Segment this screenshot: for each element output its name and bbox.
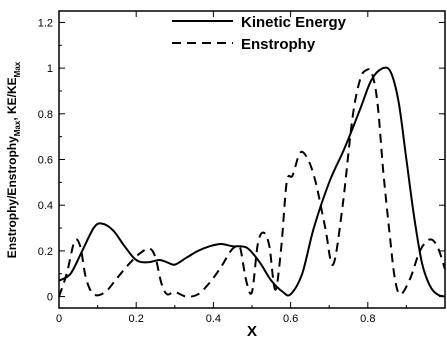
x-tick-label: 0.2 — [129, 313, 144, 325]
legend-label-kinetic-energy: Kinetic Energy — [241, 14, 347, 31]
x-axis-label: X — [247, 323, 257, 340]
y-axis-label-sub-2: Max — [13, 61, 22, 77]
y-tick-label: 1 — [47, 63, 53, 75]
series-line-kinetic-energy — [58, 66, 446, 298]
legend: Kinetic Energy Enstrophy — [172, 14, 347, 53]
y-tick-label: 0.8 — [38, 109, 53, 121]
series-layer — [58, 66, 446, 298]
y-axis-label-mid: , KE/KE — [5, 77, 19, 120]
y-tick-label: 0.2 — [38, 246, 53, 258]
y-tick-label: 0 — [47, 292, 53, 304]
y-axis-label-main: Enstrophy/Enstrophy — [5, 136, 19, 258]
y-axis: 0 0.2 0.4 0.6 0.8 1 1.2 — [38, 17, 445, 304]
y-tick-label: 0.6 — [38, 155, 53, 167]
x-tick-label: 0.4 — [206, 313, 221, 325]
y-axis-label: Enstrophy/EnstrophyMax, KE/KEMax — [5, 61, 22, 258]
x-axis: 0 0.2 0.4 0.6 0.8 — [56, 11, 407, 325]
x-tick-label: 0 — [56, 313, 62, 325]
series-line-enstrophy — [58, 68, 446, 298]
plot-frame — [58, 10, 446, 309]
y-axis-label-sub-1: Max — [13, 120, 22, 136]
x-tick-label: 0.6 — [283, 313, 298, 325]
y-tick-label: 1.2 — [38, 17, 53, 29]
legend-label-enstrophy: Enstrophy — [241, 36, 316, 53]
x-tick-label: 0.8 — [360, 313, 375, 325]
y-tick-label: 0.4 — [38, 200, 53, 212]
